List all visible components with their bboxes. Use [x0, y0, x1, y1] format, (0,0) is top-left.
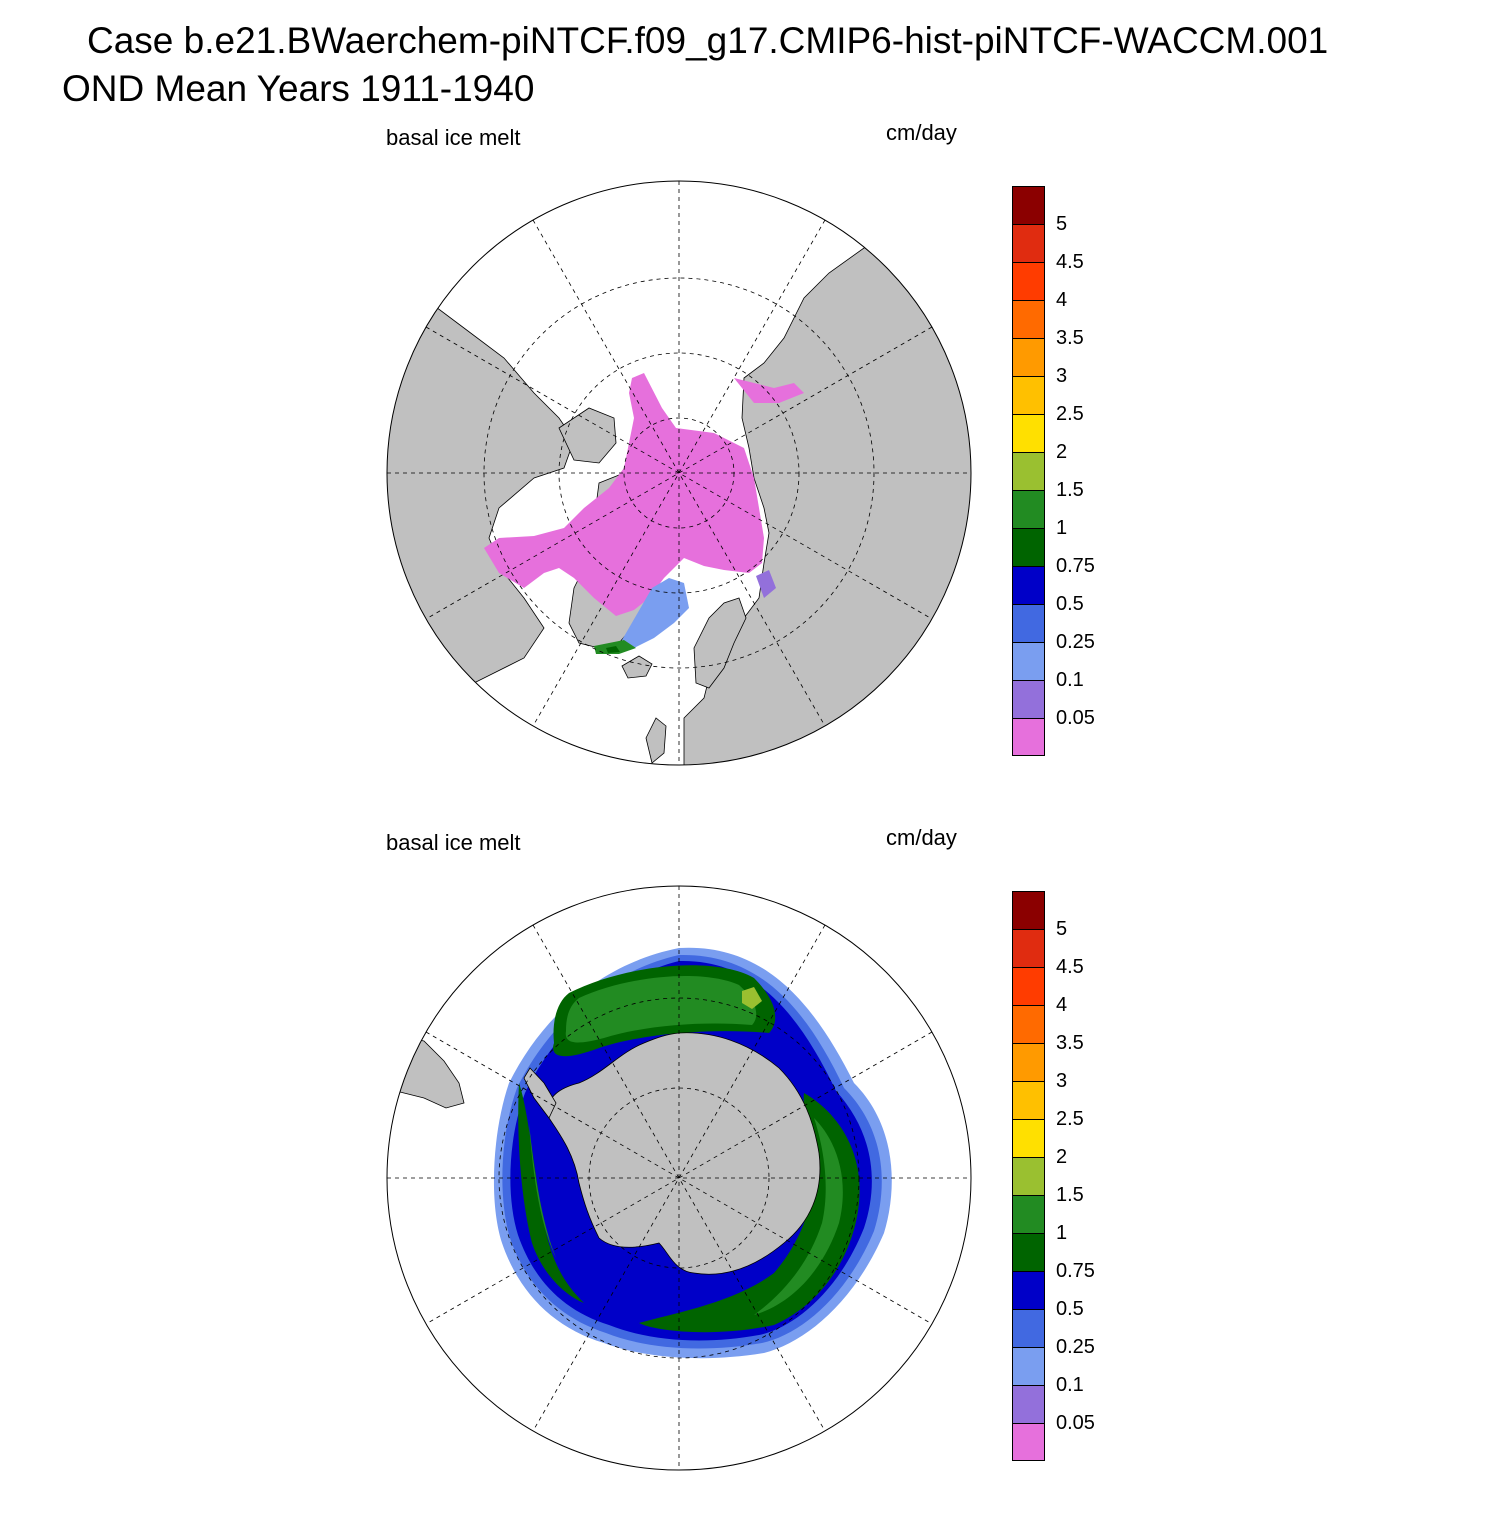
colorbar-swatch — [1012, 680, 1045, 718]
south-polar-panel: basal ice melt cm/day — [0, 817, 1500, 1517]
variable-label: basal ice melt — [386, 125, 521, 150]
colorbar-tick-label: 0.05 — [1056, 1412, 1095, 1434]
colorbar-tick-label: 2.5 — [1056, 1108, 1084, 1130]
colorbar-tick-label: 3 — [1056, 1070, 1068, 1092]
colorbar-swatch — [1012, 967, 1045, 1005]
colorbar-swatch — [1012, 718, 1045, 756]
colorbar-tick-label: 5 — [1056, 918, 1068, 940]
melt-field-light-blue — [622, 578, 689, 648]
colorbar-swatch — [1012, 1005, 1045, 1043]
map-border — [386, 885, 972, 1471]
map-border — [386, 180, 972, 766]
colorbar-tick-label: 0.1 — [1056, 669, 1084, 691]
colorbar-swatch — [1012, 929, 1045, 967]
north-polar-panel: basal ice melt cm/day — [0, 112, 1500, 812]
colorbar-swatch — [1012, 528, 1045, 566]
colorbar-tick-label: 1.5 — [1056, 479, 1084, 501]
colorbar-swatch — [1012, 262, 1045, 300]
colorbar: 0.05 0.1 0.25 0.5 0.75 1 1.5 2 2.5 3 3.5 4 4.5 5 — [1010, 891, 1120, 1465]
land-scandinavia — [693, 597, 747, 689]
colorbar-swatch — [1012, 452, 1045, 490]
colorbar-tick-label: 0.5 — [1056, 593, 1084, 615]
land-british-isles — [645, 717, 667, 764]
colorbar: 0.05 0.1 0.25 0.5 0.75 1 1.5 2 2.5 3 3.5 4 4.5 5 — [1010, 186, 1120, 760]
colorbar-tick-label: 1 — [1056, 517, 1068, 539]
colorbar-swatch — [1012, 1233, 1045, 1271]
colorbar-tick-label: 0.25 — [1056, 631, 1095, 653]
colorbar-swatch — [1012, 300, 1045, 338]
melt-spot-yellow-green — [742, 987, 762, 1009]
colorbar-tick-label: 2 — [1056, 1146, 1068, 1168]
colorbar-swatch — [1012, 414, 1045, 452]
colorbar-swatch — [1012, 1423, 1045, 1461]
colorbar-swatch — [1012, 1119, 1045, 1157]
colorbar-tick-label: 0.05 — [1056, 707, 1095, 729]
colorbar-tick-label: 0.5 — [1056, 1298, 1084, 1320]
colorbar-swatch — [1012, 1347, 1045, 1385]
melt-field-arctic — [484, 373, 764, 616]
colorbar-swatch — [1012, 566, 1045, 604]
units-label: cm/day — [886, 825, 957, 850]
colorbar-swatch — [1012, 224, 1045, 262]
colorbar-swatch — [1012, 338, 1045, 376]
south-polar-map — [384, 883, 974, 1473]
colorbar-swatch — [1012, 642, 1045, 680]
colorbar-tick-label: 3 — [1056, 365, 1068, 387]
colorbar-tick-label: 4.5 — [1056, 956, 1084, 978]
colorbar-swatch — [1012, 490, 1045, 528]
colorbar-tick-label: 2.5 — [1056, 403, 1084, 425]
variable-label: basal ice melt — [386, 830, 521, 855]
colorbar-swatch — [1012, 376, 1045, 414]
colorbar-swatch — [1012, 1195, 1045, 1233]
colorbar-swatch — [1012, 1309, 1045, 1347]
colorbar-swatch — [1012, 604, 1045, 642]
colorbar-swatch — [1012, 1385, 1045, 1423]
melt-field-dark-green — [606, 646, 620, 653]
land-antarctic-peninsula — [523, 1067, 557, 1119]
land-antarctica — [547, 1032, 821, 1275]
melt-field-purple — [756, 570, 776, 598]
colorbar-swatch — [1012, 1271, 1045, 1309]
colorbar-swatch — [1012, 891, 1045, 929]
units-label: cm/day — [886, 120, 957, 145]
plot-title-period: OND Mean Years 1911-1940 — [62, 68, 535, 109]
colorbar-tick-label: 3.5 — [1056, 1032, 1084, 1054]
colorbar-tick-label: 0.75 — [1056, 555, 1095, 577]
colorbar-swatch — [1012, 1081, 1045, 1119]
colorbar-tick-label: 0.25 — [1056, 1336, 1095, 1358]
colorbar-tick-label: 0.75 — [1056, 1260, 1095, 1282]
colorbar-swatch — [1012, 1157, 1045, 1195]
colorbar-tick-label: 0.1 — [1056, 1374, 1084, 1396]
colorbar-tick-label: 5 — [1056, 213, 1068, 235]
colorbar-tick-label: 2 — [1056, 441, 1068, 463]
land-eurasia — [683, 237, 971, 765]
colorbar-tick-label: 4.5 — [1056, 251, 1084, 273]
north-polar-map — [384, 178, 974, 768]
colorbar-swatch — [1012, 186, 1045, 224]
colorbar-tick-label: 4 — [1056, 994, 1068, 1016]
colorbar-tick-label: 3.5 — [1056, 327, 1084, 349]
colorbar-swatch — [1012, 1043, 1045, 1081]
colorbar-tick-label: 1.5 — [1056, 1184, 1084, 1206]
melt-field-barents-kara — [734, 378, 804, 403]
graticule — [387, 181, 971, 765]
colorbar-tick-label: 4 — [1056, 289, 1068, 311]
plot-title-case: Case b.e21.BWaerchem-piNTCF.f09_g17.CMIP… — [87, 20, 1329, 61]
colorbar-tick-label: 1 — [1056, 1222, 1068, 1244]
graticule — [387, 886, 971, 1470]
land-iceland — [621, 655, 653, 679]
